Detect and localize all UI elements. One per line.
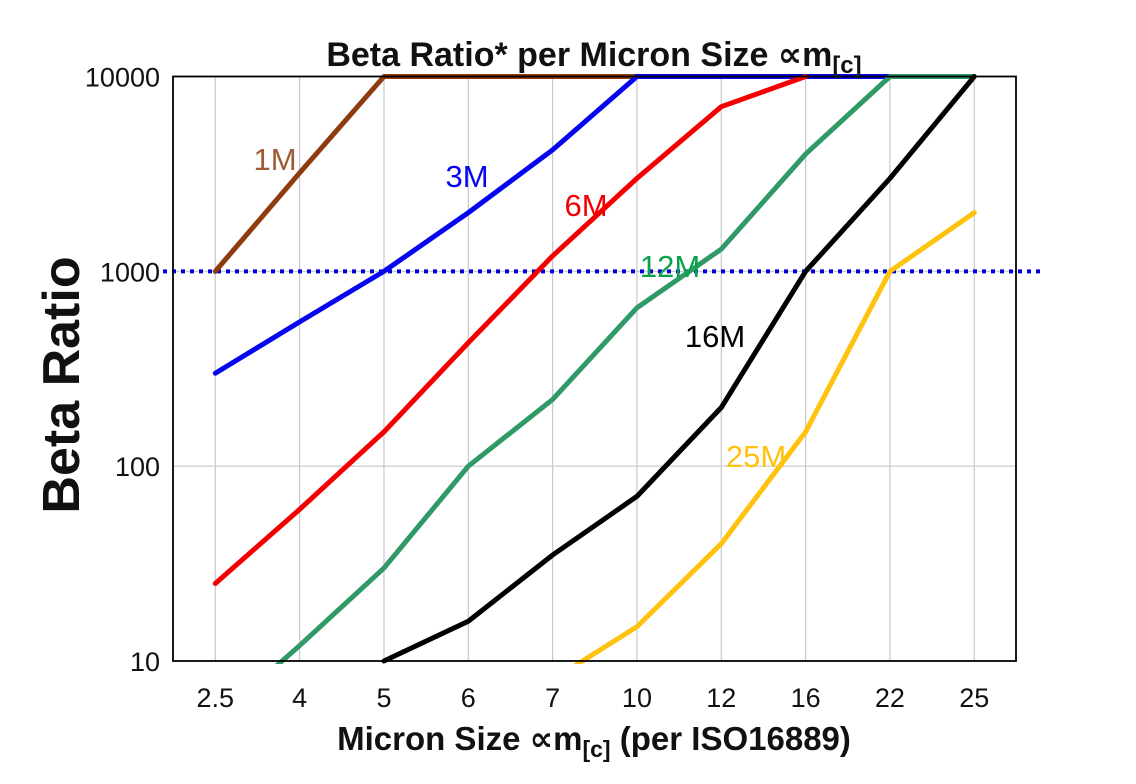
series-label-12m: 12M <box>640 249 700 284</box>
x-tick-label-12: 12 <box>706 683 736 713</box>
chart-title: Beta Ratio* per Micron Size ∝m[c] <box>326 36 861 79</box>
series-line-25m <box>573 210 977 664</box>
x-axis-title: Micron Size ∝m[c] (per ISO16889) <box>337 720 851 762</box>
x-tick-label-6: 6 <box>461 683 476 713</box>
series-line-6m <box>212 74 809 586</box>
series-label-1m: 1M <box>253 142 296 177</box>
y-tick-label-1000: 1000 <box>100 257 160 287</box>
x-tick-label-7: 7 <box>545 683 560 713</box>
series-label-layer: 1M 3M 6M 12M 16M 25M <box>253 142 786 474</box>
y-tick-label-10000: 10000 <box>85 63 160 93</box>
x-tick-label-16: 16 <box>791 683 821 713</box>
x-tick-label-25: 25 <box>959 683 989 713</box>
series-label-25m: 25M <box>726 439 786 474</box>
plot-border <box>172 75 1017 662</box>
tick-label-layer: 2.5 4 5 6 7 10 12 16 22 25 10 100 1000 10000 <box>85 63 989 714</box>
x-tick-label-22: 22 <box>875 683 905 713</box>
x-tick-label-10: 10 <box>622 683 652 713</box>
series-line-16m <box>381 74 977 664</box>
plot-border-layer <box>172 75 1017 662</box>
series-layer <box>212 74 977 664</box>
series-label-3m: 3M <box>445 159 488 194</box>
x-tick-label-4: 4 <box>292 683 307 713</box>
x-tick-label-2.5: 2.5 <box>197 683 235 713</box>
grid-layer <box>173 76 1016 661</box>
y-tick-label-100: 100 <box>115 452 160 482</box>
y-tick-label-10: 10 <box>130 647 160 677</box>
y-axis-title: Beta Ratio <box>33 256 91 513</box>
series-line-12m <box>274 74 977 664</box>
x-tick-label-5: 5 <box>376 683 391 713</box>
series-label-6m: 6M <box>564 188 607 223</box>
series-label-16m: 16M <box>685 319 745 354</box>
